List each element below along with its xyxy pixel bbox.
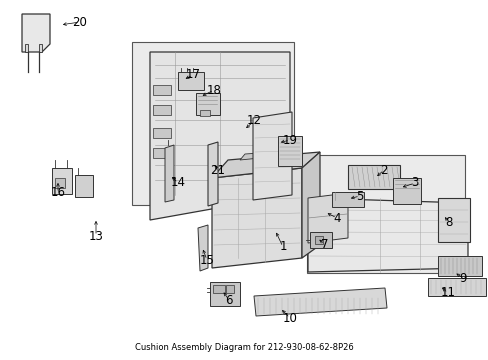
Polygon shape bbox=[200, 110, 209, 116]
Polygon shape bbox=[207, 142, 218, 206]
Text: Cushion Assembly Diagram for 212-930-08-62-8P26: Cushion Assembly Diagram for 212-930-08-… bbox=[135, 343, 353, 352]
Bar bbox=[392, 178, 420, 204]
Polygon shape bbox=[252, 112, 291, 200]
Bar bbox=[153, 128, 171, 138]
Text: 3: 3 bbox=[410, 176, 418, 189]
Text: 1: 1 bbox=[279, 240, 286, 253]
Bar bbox=[309, 232, 331, 248]
Polygon shape bbox=[198, 225, 207, 271]
Text: 20: 20 bbox=[72, 15, 87, 28]
Bar bbox=[437, 198, 469, 242]
Text: 2: 2 bbox=[380, 163, 387, 176]
Polygon shape bbox=[22, 14, 50, 52]
Bar bbox=[437, 256, 481, 276]
Bar bbox=[213, 285, 224, 293]
Bar bbox=[209, 282, 240, 306]
Polygon shape bbox=[212, 168, 302, 268]
Bar bbox=[178, 72, 203, 90]
Bar bbox=[347, 165, 399, 189]
Bar bbox=[306, 155, 464, 273]
Text: 7: 7 bbox=[321, 238, 328, 251]
Text: 10: 10 bbox=[282, 311, 297, 324]
Text: 13: 13 bbox=[88, 230, 103, 243]
Text: 12: 12 bbox=[246, 114, 261, 127]
Polygon shape bbox=[253, 288, 386, 316]
Text: 8: 8 bbox=[445, 216, 452, 229]
Text: 9: 9 bbox=[458, 271, 466, 284]
Bar bbox=[55, 178, 65, 188]
Polygon shape bbox=[164, 145, 174, 202]
Bar bbox=[331, 192, 363, 207]
Bar bbox=[196, 93, 220, 115]
Text: 17: 17 bbox=[185, 68, 200, 81]
Text: 16: 16 bbox=[50, 186, 65, 199]
Bar bbox=[153, 85, 171, 95]
Text: 5: 5 bbox=[356, 189, 363, 202]
Polygon shape bbox=[39, 44, 42, 52]
Polygon shape bbox=[307, 198, 467, 272]
Text: 11: 11 bbox=[440, 287, 454, 300]
Bar bbox=[153, 105, 171, 115]
Polygon shape bbox=[240, 152, 274, 160]
Text: 18: 18 bbox=[206, 84, 221, 96]
Text: 6: 6 bbox=[225, 293, 232, 306]
Bar bbox=[75, 175, 93, 197]
Polygon shape bbox=[212, 152, 319, 178]
Bar bbox=[427, 278, 485, 296]
Polygon shape bbox=[307, 193, 347, 243]
Text: 19: 19 bbox=[282, 134, 297, 147]
Bar bbox=[132, 42, 293, 205]
Bar bbox=[278, 136, 302, 166]
Text: 14: 14 bbox=[170, 176, 185, 189]
Polygon shape bbox=[25, 44, 28, 52]
Text: 15: 15 bbox=[199, 253, 214, 266]
Bar bbox=[153, 148, 171, 158]
Bar bbox=[52, 168, 72, 194]
Text: 21: 21 bbox=[210, 163, 225, 176]
Polygon shape bbox=[302, 152, 319, 258]
Text: 4: 4 bbox=[332, 211, 340, 225]
Polygon shape bbox=[150, 52, 289, 220]
Bar bbox=[225, 285, 234, 293]
Bar bbox=[314, 236, 323, 244]
